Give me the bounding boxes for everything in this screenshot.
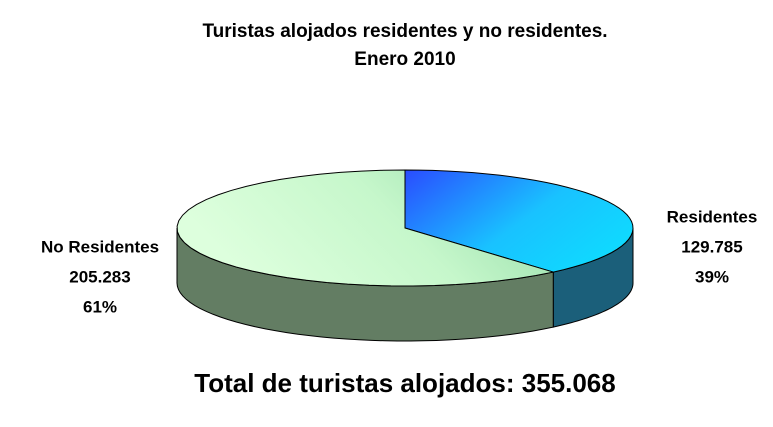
annotation: Total de turistas alojados: 355.068 <box>194 368 615 398</box>
slice <box>404 169 634 273</box>
chart-subtitle: Enero 2010 <box>354 49 455 70</box>
slice <box>176 169 554 287</box>
share-label: 61% <box>83 297 117 316</box>
share-label: 39% <box>695 267 729 286</box>
slice-label: Residentes <box>667 207 758 226</box>
value-label: 205.283 <box>69 267 130 286</box>
value-label: 129.785 <box>681 237 742 256</box>
chart-title: Turistas alojados residentes y no reside… <box>202 21 607 42</box>
slice-label: No Residentes <box>41 237 159 256</box>
